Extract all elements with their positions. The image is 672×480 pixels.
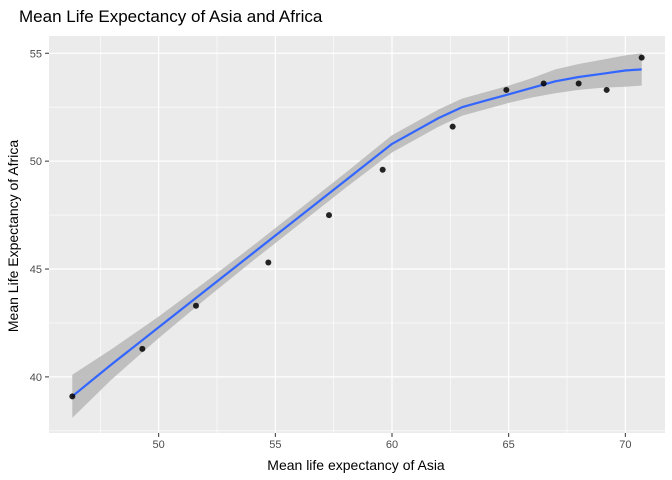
- y-tick-label: 40: [30, 372, 42, 384]
- plot-panel: [49, 36, 665, 433]
- x-axis-label: Mean life expectancy of Asia: [267, 457, 445, 473]
- data-point: [139, 345, 146, 352]
- smooth-line: [71, 68, 642, 398]
- x-tick-label: 70: [619, 439, 631, 451]
- data-point: [540, 80, 547, 87]
- chart-title: Mean Life Expectancy of Asia and Africa: [19, 7, 323, 26]
- x-axis-ticks: 50 55 60 65 70: [153, 433, 631, 451]
- data-point: [193, 302, 199, 309]
- y-tick-label: 45: [30, 264, 42, 276]
- data-point: [638, 54, 645, 61]
- x-tick-label: 50: [153, 439, 165, 451]
- x-tick-label: 65: [503, 439, 515, 451]
- data-point: [503, 86, 510, 93]
- data-point: [575, 80, 582, 87]
- data-point: [326, 212, 332, 219]
- x-tick-label: 60: [386, 439, 398, 451]
- y-axis-ticks: 40 45 50 55: [30, 48, 49, 384]
- y-axis-label: Mean Life Expectancy of Africa: [5, 140, 21, 332]
- data-point: [379, 166, 386, 173]
- data-point: [265, 259, 272, 266]
- data-points: [69, 54, 645, 400]
- y-tick-label: 55: [30, 48, 42, 60]
- y-tick-label: 50: [30, 156, 42, 168]
- x-tick-label: 55: [269, 439, 281, 451]
- data-point: [69, 393, 76, 400]
- data-point: [449, 123, 456, 130]
- grid-major: [49, 36, 665, 433]
- data-point: [603, 86, 610, 93]
